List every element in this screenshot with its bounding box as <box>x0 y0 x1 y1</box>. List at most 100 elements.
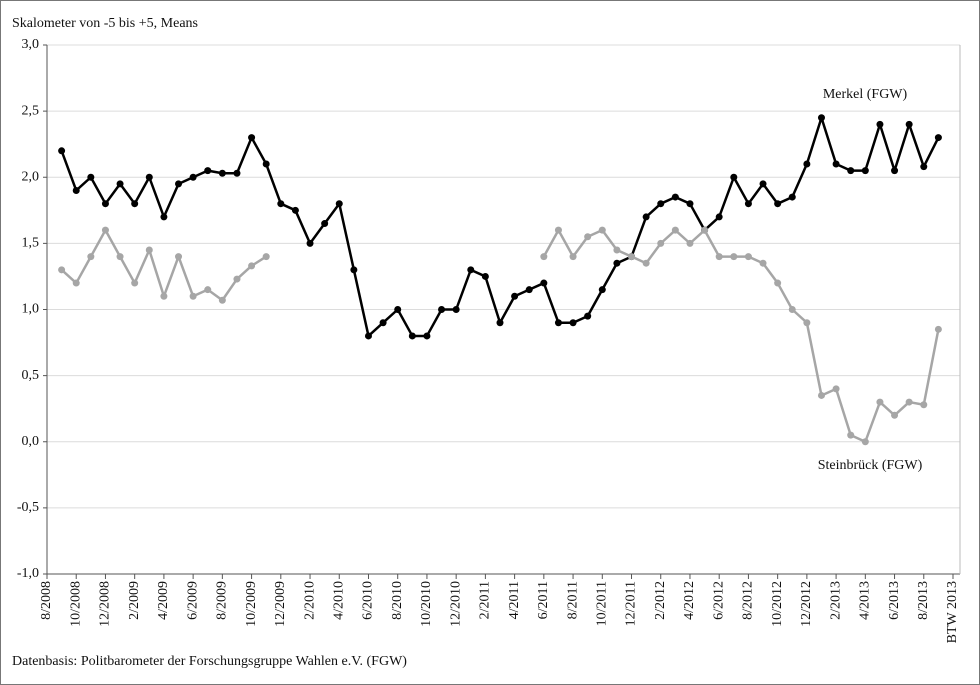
data-point <box>321 220 329 228</box>
data-point <box>686 200 694 208</box>
data-point <box>715 213 723 221</box>
x-tick-label: 6/2010 <box>361 581 376 620</box>
data-point <box>467 266 475 274</box>
x-tick-label: 2/2011 <box>478 581 493 619</box>
x-tick-label: 6/2012 <box>711 581 726 620</box>
data-point <box>920 401 928 409</box>
data-point <box>335 200 343 208</box>
x-tick-label: 10/2010 <box>419 581 434 627</box>
data-point <box>101 226 109 234</box>
x-tick-label: 12/2012 <box>799 581 814 627</box>
data-point <box>364 332 372 340</box>
data-point <box>744 253 752 261</box>
data-point <box>233 169 241 177</box>
data-point <box>72 186 80 194</box>
x-tick-label: 2/2010 <box>302 581 317 620</box>
data-point <box>554 226 562 234</box>
x-tick-label: 4/2011 <box>507 581 522 619</box>
data-point <box>204 286 212 294</box>
x-tick-label: 8/2013 <box>916 581 931 620</box>
data-point <box>87 253 95 261</box>
data-point <box>131 200 139 208</box>
data-point <box>160 213 168 221</box>
data-point <box>817 114 825 122</box>
x-tick-label: 6/2013 <box>887 581 902 620</box>
data-point <box>613 246 621 254</box>
series-label: Steinbrück (FGW) <box>818 458 923 473</box>
data-point <box>569 253 577 261</box>
x-tick-label: 12/2010 <box>448 581 463 627</box>
data-point <box>438 306 446 313</box>
data-point <box>116 180 124 188</box>
data-point <box>277 200 285 208</box>
data-point <box>248 134 256 142</box>
data-point <box>744 200 752 208</box>
x-tick-label: 10/2011 <box>595 581 610 626</box>
data-point <box>847 431 855 439</box>
data-point <box>291 206 299 214</box>
x-tick-label: BTW 2013 <box>945 581 960 643</box>
data-point <box>671 226 679 234</box>
data-point <box>423 332 431 340</box>
x-tick-label: 10/2009 <box>244 581 259 627</box>
data-point <box>452 306 460 313</box>
data-point <box>715 253 723 261</box>
x-tick-label: 10/2008 <box>68 581 83 627</box>
data-point <box>233 275 241 283</box>
data-point <box>657 239 665 247</box>
x-tick-label: 2/2012 <box>653 581 668 620</box>
data-point <box>175 180 183 188</box>
data-point <box>540 279 548 287</box>
data-point <box>657 200 665 208</box>
data-point <box>876 398 884 406</box>
data-point <box>496 319 504 327</box>
data-point <box>613 259 621 267</box>
y-tick-label: 1,0 <box>22 302 40 317</box>
data-point <box>58 266 66 274</box>
data-point <box>934 325 942 333</box>
data-point <box>58 147 66 155</box>
y-tick-label: -1,0 <box>17 566 39 581</box>
data-point <box>628 253 636 261</box>
y-tick-label: -0,5 <box>17 500 39 515</box>
data-point <box>876 120 884 128</box>
data-point <box>87 173 95 181</box>
x-tick-label: 12/2011 <box>624 581 639 626</box>
data-point <box>554 319 562 327</box>
data-point <box>569 319 577 327</box>
data-point <box>774 200 782 208</box>
data-point <box>803 160 811 168</box>
data-point <box>204 167 212 175</box>
data-point <box>686 239 694 247</box>
x-tick-label: 4/2010 <box>331 581 346 620</box>
y-tick-label: 0,5 <box>22 368 40 383</box>
data-point <box>218 169 226 177</box>
x-tick-label: 8/2008 <box>39 581 54 620</box>
y-tick-label: 0,0 <box>22 434 40 449</box>
data-point <box>730 173 738 181</box>
data-point <box>379 319 387 327</box>
series-label: Merkel (FGW) <box>823 87 908 102</box>
data-point <box>218 296 226 304</box>
data-point <box>189 292 197 300</box>
data-point <box>861 167 869 175</box>
data-point <box>408 332 416 340</box>
x-tick-label: 10/2012 <box>770 581 785 627</box>
data-point <box>861 438 869 446</box>
data-point <box>101 200 109 208</box>
data-point <box>598 226 606 234</box>
data-point <box>584 233 592 241</box>
data-point <box>262 160 270 168</box>
data-point <box>788 193 796 201</box>
data-point <box>847 167 855 175</box>
data-point <box>540 253 548 261</box>
data-point <box>832 160 840 168</box>
data-point <box>598 286 606 294</box>
y-tick-label: 2,0 <box>22 169 40 184</box>
data-point <box>175 253 183 261</box>
data-point <box>131 279 139 287</box>
x-tick-label: 8/2010 <box>390 581 405 620</box>
data-point <box>584 312 592 320</box>
